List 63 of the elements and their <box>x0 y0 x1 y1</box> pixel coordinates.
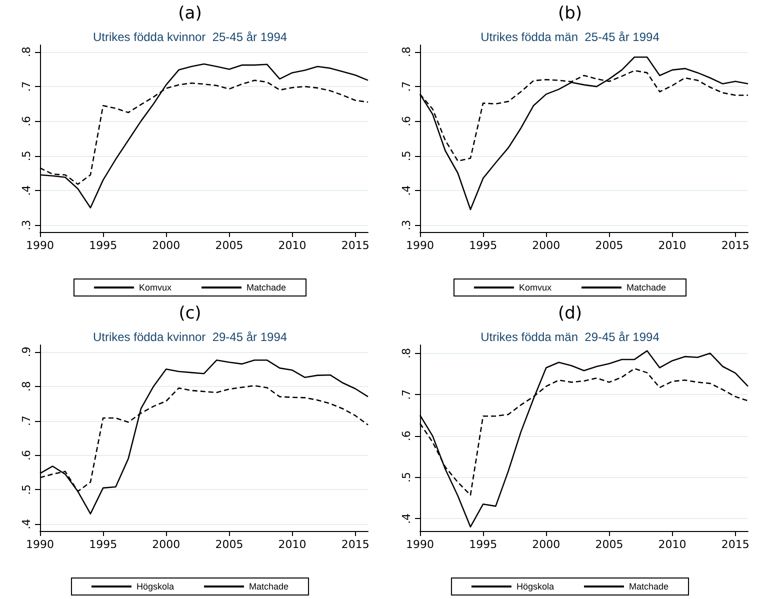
y-tick-label: .8 <box>20 381 33 392</box>
legend-label: Högskola <box>516 582 554 592</box>
y-tick-label: .3 <box>20 220 33 230</box>
y-tick-label: .8 <box>20 46 33 58</box>
y-tick-label: .7 <box>20 416 33 426</box>
chart-subtitle: Utrikes födda män 29-45 år 1994 <box>480 330 660 344</box>
legend-label: Matchade <box>246 282 286 292</box>
x-tick-label: 1990 <box>406 239 434 252</box>
x-tick-label: 2010 <box>278 239 306 252</box>
legend-label: Matchade <box>249 582 289 592</box>
x-tick-label: 2010 <box>658 239 686 252</box>
y-tick-label: .7 <box>400 389 413 400</box>
y-tick-label: .5 <box>20 484 33 495</box>
y-tick-label: .6 <box>400 116 413 126</box>
y-tick-label: .9 <box>20 346 33 358</box>
y-tick-label: .3 <box>400 220 413 230</box>
x-tick-label: 2015 <box>341 538 370 551</box>
y-tick-label: .4 <box>400 185 413 196</box>
x-tick-label: 2000 <box>532 538 560 551</box>
legend-label: Komvux <box>518 282 552 292</box>
y-tick-label: .6 <box>20 116 33 126</box>
x-tick-label: 2005 <box>215 538 244 551</box>
x-tick-label: 2010 <box>658 538 686 551</box>
y-tick-label: .5 <box>400 150 413 162</box>
x-tick-label: 1990 <box>406 538 434 551</box>
y-tick-label: .5 <box>400 472 413 483</box>
legend-label: Matchade <box>629 582 669 592</box>
x-tick-label: 1995 <box>469 239 498 252</box>
y-tick-label: .4 <box>400 513 413 524</box>
y-tick-label: .4 <box>20 185 33 196</box>
y-tick-label: .4 <box>20 518 33 530</box>
chart-title: (a) <box>178 4 202 24</box>
chart-title: (c) <box>178 304 202 324</box>
x-tick-label: 1995 <box>89 239 118 252</box>
x-tick-label: 1995 <box>89 538 118 551</box>
x-tick-label: 2015 <box>721 239 750 252</box>
chart-title: (b) <box>558 4 582 24</box>
x-tick-label: 2000 <box>152 538 180 551</box>
chart-subtitle: Utrikes födda män 25-45 år 1994 <box>480 30 660 44</box>
y-tick-label: .6 <box>20 450 33 460</box>
x-tick-label: 1990 <box>26 239 54 252</box>
legend-label: Komvux <box>138 282 172 292</box>
legend-label: Högskola <box>136 582 174 592</box>
y-tick-label: .7 <box>20 81 33 92</box>
x-tick-label: 2005 <box>595 239 624 252</box>
y-tick-label: .7 <box>400 81 413 92</box>
y-tick-label: .6 <box>400 430 413 442</box>
y-tick-label: .8 <box>400 46 413 58</box>
x-tick-label: 2000 <box>532 239 560 252</box>
x-tick-label: 2005 <box>595 538 624 551</box>
x-tick-label: 2000 <box>152 239 180 252</box>
x-tick-label: 2010 <box>278 538 306 551</box>
chart-title: (d) <box>558 304 582 324</box>
x-tick-label: 1995 <box>469 538 498 551</box>
x-tick-label: 2015 <box>341 239 370 252</box>
x-tick-label: 1990 <box>26 538 54 551</box>
x-tick-label: 2005 <box>215 239 244 252</box>
legend-label: Matchade <box>626 282 666 292</box>
y-tick-label: .5 <box>20 150 33 162</box>
x-tick-label: 2015 <box>721 538 750 551</box>
chart-subtitle: Utrikes födda kvinnor 25-45 år 1994 <box>92 30 288 44</box>
chart-subtitle: Utrikes födda kvinnor 29-45 år 1994 <box>92 330 288 344</box>
y-tick-label: .8 <box>400 348 413 359</box>
